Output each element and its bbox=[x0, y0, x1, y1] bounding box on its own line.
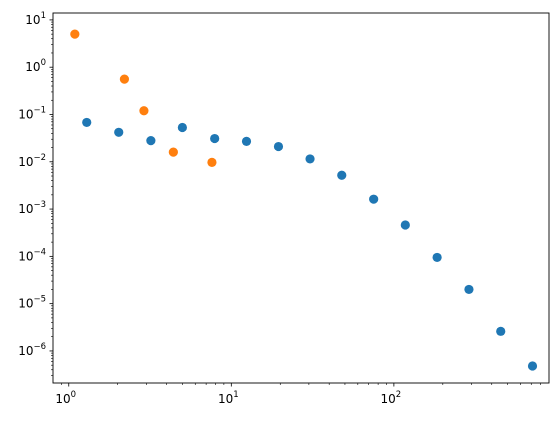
data-point bbox=[139, 106, 149, 116]
series-1 bbox=[82, 117, 538, 371]
y-tick-label: 100 bbox=[25, 58, 46, 74]
y-tick-label: 101 bbox=[25, 11, 46, 27]
y-tick-label-exponent: −1 bbox=[33, 105, 46, 115]
y-tick-label-exponent: −4 bbox=[33, 247, 46, 257]
data-point bbox=[273, 141, 284, 152]
x-tick-labels: 100 101 102 bbox=[55, 390, 401, 406]
data-point bbox=[369, 194, 379, 204]
y-tick-label-exponent: 0 bbox=[41, 58, 46, 68]
x-tick-label-exponent: 0 bbox=[71, 390, 76, 400]
data-point bbox=[207, 157, 217, 168]
y-tick-label-exponent: −2 bbox=[33, 153, 46, 163]
y-tick-label-base: 10 bbox=[25, 13, 40, 27]
data-point bbox=[119, 74, 130, 84]
y-tick-label: 10−1 bbox=[18, 105, 46, 121]
data-point bbox=[337, 170, 347, 180]
y-tick-label-exponent: 1 bbox=[41, 11, 46, 21]
x-tick-label-exponent: 2 bbox=[396, 390, 401, 400]
x-tick-label-base: 10 bbox=[218, 392, 233, 406]
x-tick-label: 101 bbox=[218, 390, 239, 406]
series-2 bbox=[70, 29, 217, 168]
y-tick-label-exponent: −6 bbox=[33, 342, 46, 352]
data-point bbox=[241, 136, 252, 146]
x-tick-label: 100 bbox=[55, 390, 76, 406]
y-tick-label: 10−6 bbox=[18, 342, 46, 358]
data-point bbox=[70, 29, 80, 39]
data-point bbox=[210, 133, 220, 144]
data-point bbox=[168, 147, 178, 157]
y-tick-label: 10−2 bbox=[18, 153, 46, 169]
x-tick-label-exponent: 1 bbox=[233, 390, 238, 400]
data-point bbox=[177, 122, 187, 133]
plot-frame bbox=[52, 12, 550, 384]
plot-area bbox=[53, 13, 549, 383]
data-point bbox=[432, 252, 442, 263]
y-tick-label-base: 10 bbox=[18, 344, 33, 358]
data-point bbox=[400, 220, 410, 230]
y-tick-label-base: 10 bbox=[18, 107, 33, 121]
data-points bbox=[70, 29, 538, 371]
y-tick-label: 10−5 bbox=[18, 295, 46, 311]
data-point bbox=[146, 136, 156, 146]
y-tick-label-base: 10 bbox=[18, 202, 33, 216]
y-tick-label-exponent: −5 bbox=[33, 295, 46, 305]
data-point bbox=[496, 326, 506, 336]
x-tick-label-base: 10 bbox=[55, 392, 70, 406]
y-tick-label: 10−3 bbox=[18, 200, 46, 216]
major-ticks bbox=[49, 19, 395, 387]
data-point bbox=[82, 117, 92, 128]
data-point bbox=[464, 284, 474, 295]
y-tick-label-base: 10 bbox=[18, 155, 33, 169]
y-tick-label-base: 10 bbox=[18, 297, 33, 311]
data-point bbox=[527, 361, 538, 371]
data-point bbox=[114, 127, 124, 137]
y-tick-label-base: 10 bbox=[18, 249, 33, 263]
y-tick-label-base: 10 bbox=[25, 60, 40, 74]
y-tick-label-exponent: −3 bbox=[33, 200, 46, 210]
x-tick-label: 102 bbox=[381, 390, 402, 406]
y-tick-label: 10−4 bbox=[18, 247, 46, 263]
x-tick-label-base: 10 bbox=[381, 392, 396, 406]
data-point bbox=[305, 154, 315, 164]
